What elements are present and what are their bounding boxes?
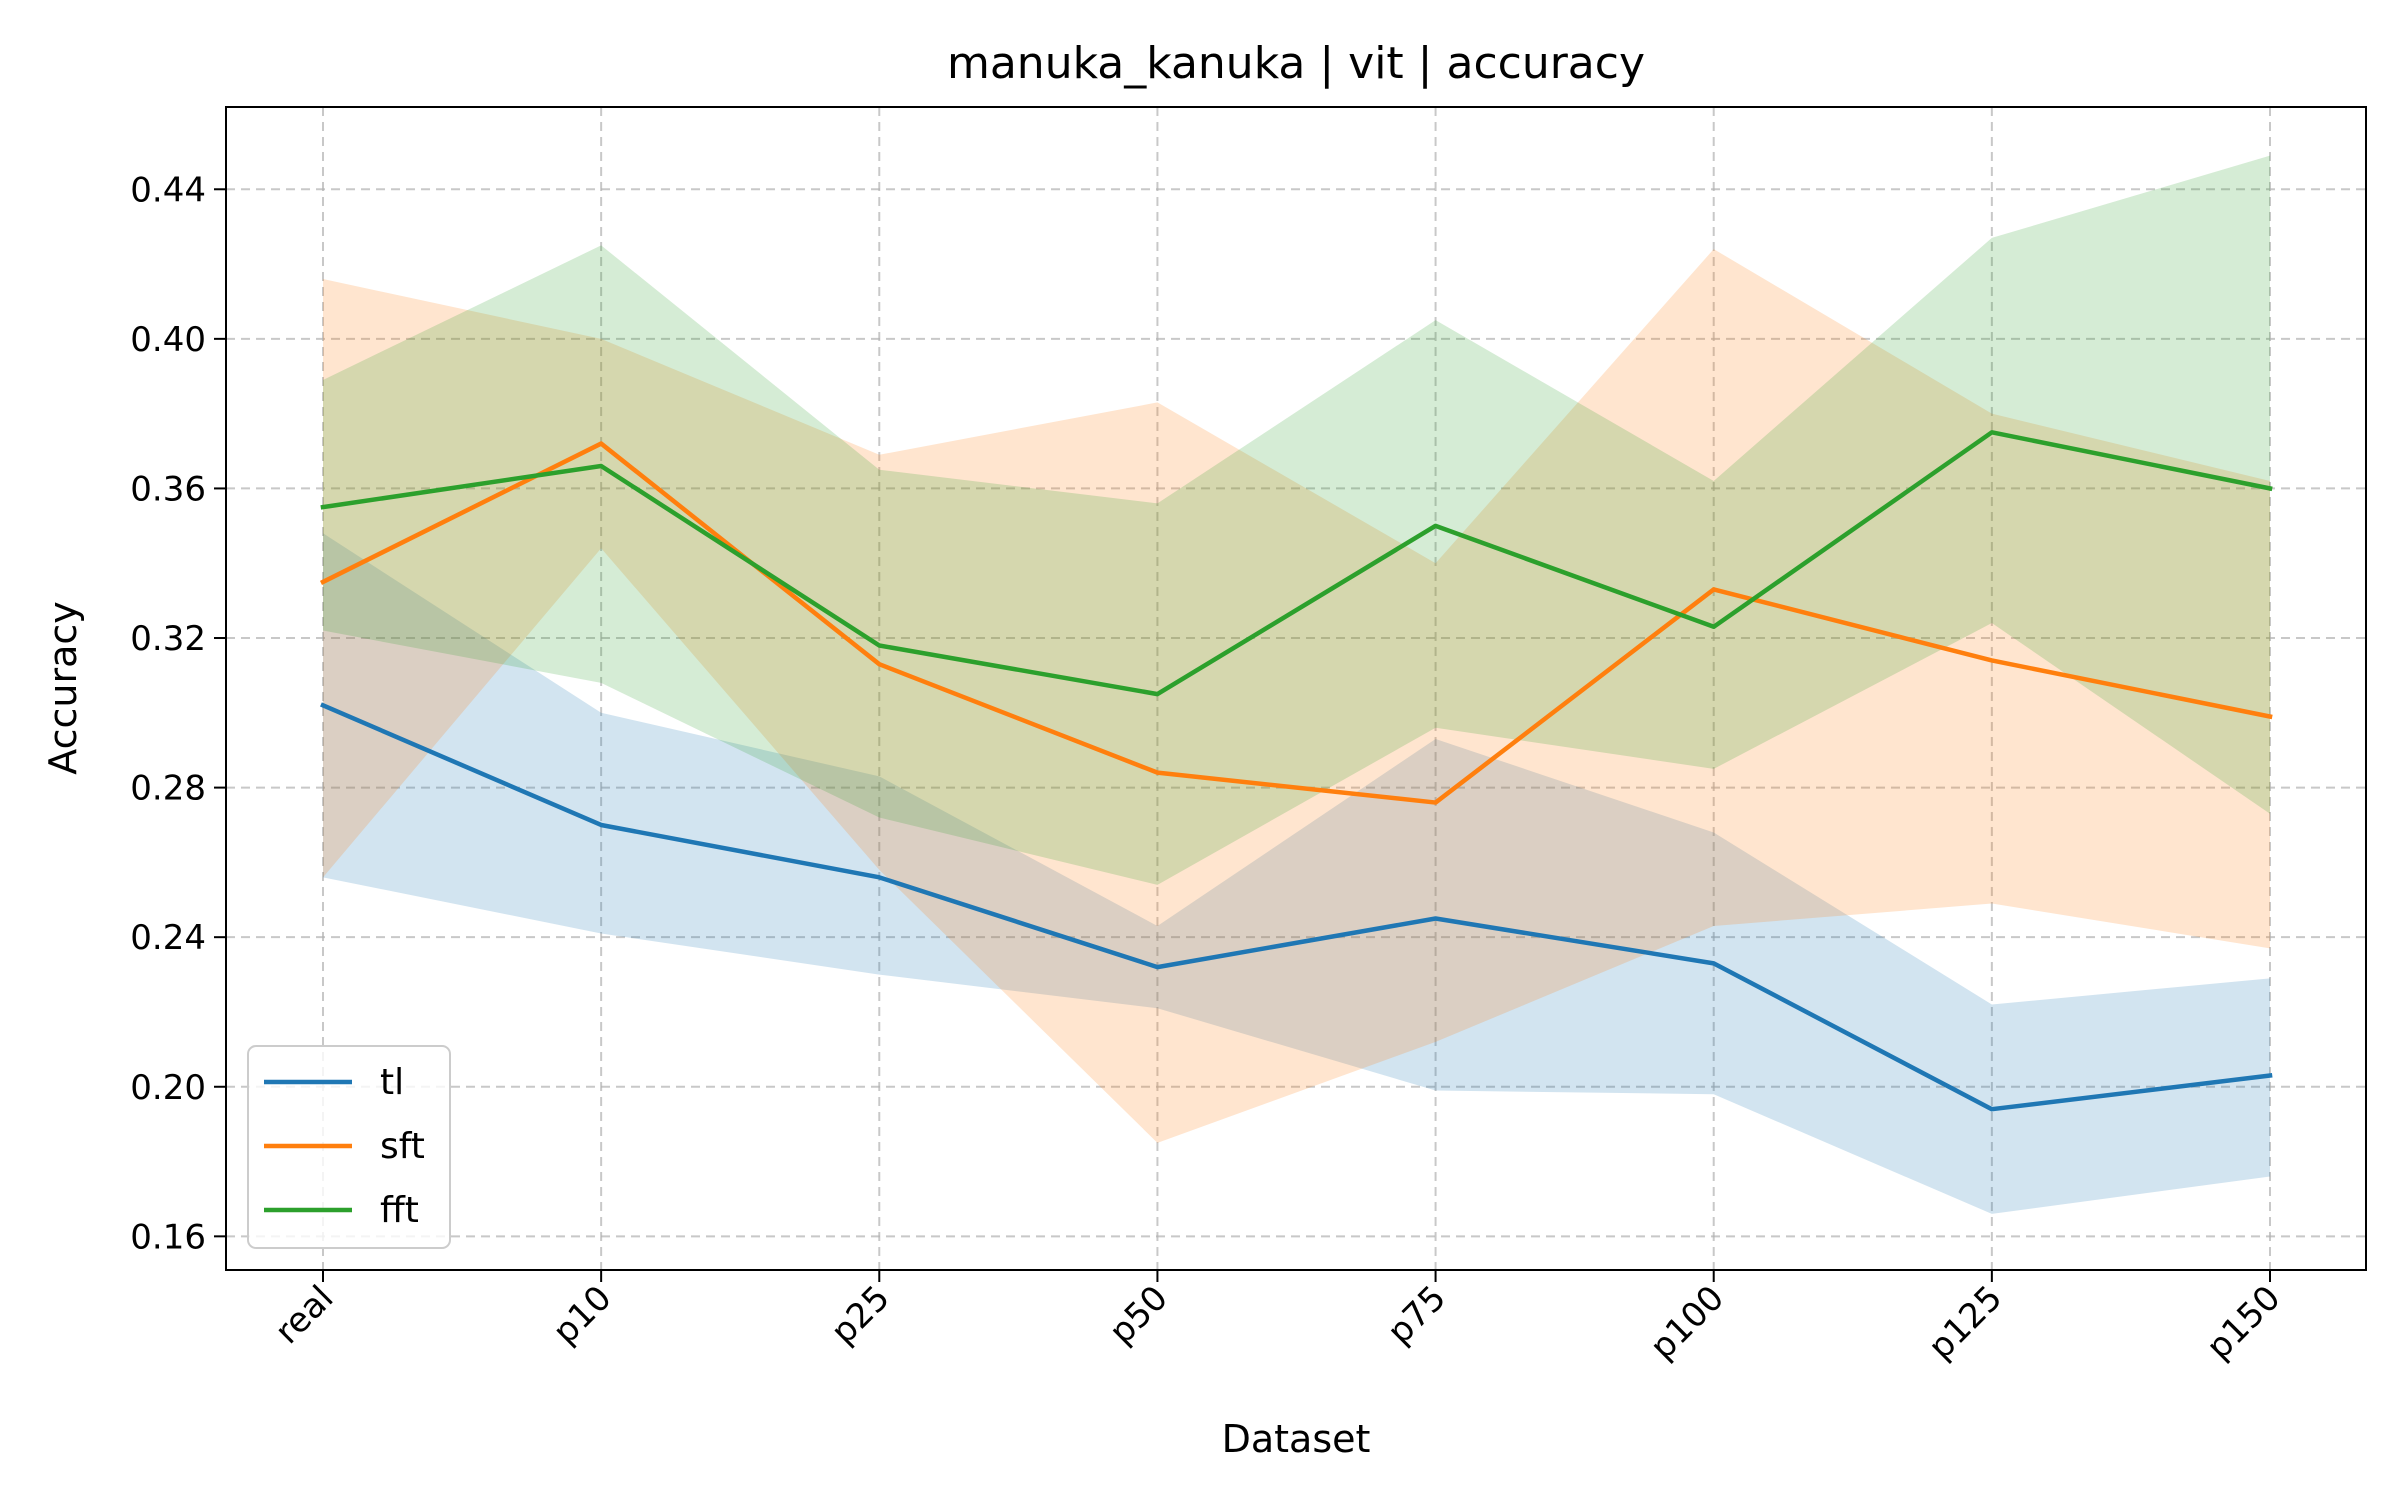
y-axis: 0.16 0.20 0.24 0.28 0.32 0.36 0.40 0.44 [130, 170, 226, 1257]
plot-frame [225, 106, 2367, 1271]
series-lines [319, 430, 2273, 1112]
y-axis-label: Accuracy [41, 601, 85, 775]
y-tick-label: 0.28 [130, 769, 206, 809]
x-axis-label: Dataset [1222, 1417, 1371, 1461]
y-tick-label: 0.20 [130, 1068, 206, 1108]
y-tick-label: 0.44 [130, 170, 206, 210]
legend-label-tl: tl [380, 1062, 404, 1103]
series-line-fft [320, 430, 2273, 697]
series-line-sft [319, 441, 2273, 805]
series-line-tl [320, 702, 2273, 1112]
band-tl [323, 533, 2270, 1214]
y-tick-label: 0.16 [130, 1217, 206, 1257]
y-tick-label: 0.36 [130, 469, 206, 509]
chart-title: manuka_kanuka | vit | accuracy [947, 38, 1645, 89]
band-sft [323, 249, 2270, 1143]
legend-label-fft: fft [380, 1190, 419, 1231]
band-fft [323, 155, 2270, 885]
confidence-bands [323, 155, 2270, 1214]
y-tick-label: 0.32 [130, 619, 206, 659]
legend-label-sft: sft [380, 1126, 425, 1167]
y-tick-label: 0.24 [130, 918, 206, 958]
legend: tl sft fft [247, 1045, 451, 1249]
y-tick-label: 0.40 [130, 320, 206, 360]
